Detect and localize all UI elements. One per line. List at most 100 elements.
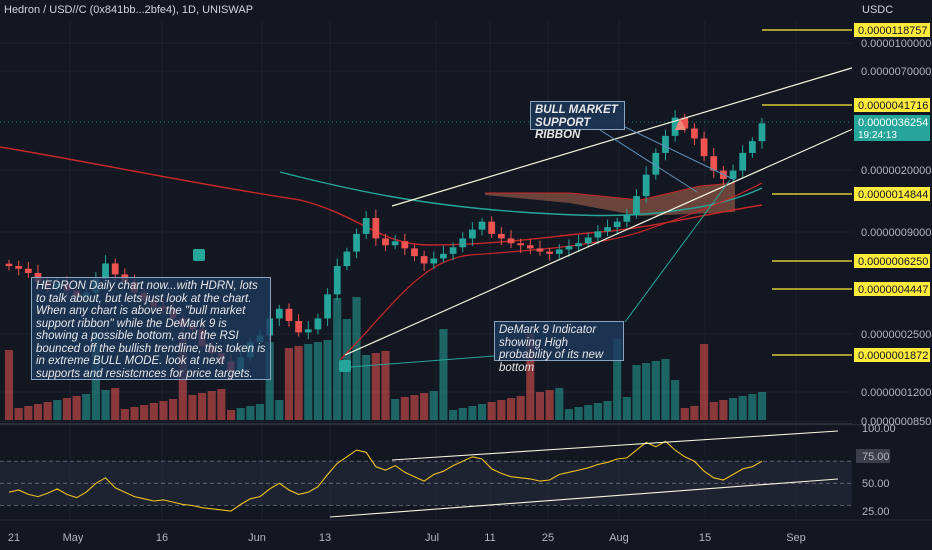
price-tick: 0.0000001200 <box>861 387 931 399</box>
volume-bar <box>535 392 545 420</box>
volume-bar <box>564 409 573 420</box>
price-label-box <box>854 254 930 268</box>
candle-body <box>671 117 679 136</box>
candle-body <box>5 263 13 267</box>
time-label: 25 <box>542 532 554 544</box>
arrow-ribbon-2 <box>624 126 736 181</box>
candle-body <box>758 123 766 142</box>
candle-body <box>555 249 563 254</box>
volume-bar <box>391 399 400 420</box>
volume-bar <box>101 390 110 420</box>
volume-bar <box>400 397 409 420</box>
volume-bar <box>738 396 747 420</box>
volume-bar <box>613 339 622 420</box>
volume-bar <box>24 406 33 420</box>
candle-body <box>372 218 380 239</box>
arrow-ribbon-1 <box>599 129 698 193</box>
candle-body <box>584 237 592 244</box>
volume-bar <box>420 393 429 420</box>
candle-body <box>652 152 660 175</box>
rsi-pane <box>0 423 932 518</box>
volume-bar <box>526 334 535 420</box>
candle-body <box>24 268 32 273</box>
price-axis[interactable]: 0.0000100000 0.0000070000 0.0000020000 0.00… <box>852 20 932 518</box>
annotation-main[interactable]: HEDRON Daily chart now...with HDRN, lots… <box>31 277 271 380</box>
support-resistance-lines[interactable] <box>762 29 852 356</box>
bull-market-support-ribbon <box>485 182 736 216</box>
rsi-line <box>8 440 763 512</box>
volume-bar <box>149 403 158 420</box>
candle-body <box>748 141 756 153</box>
volume-bar <box>632 365 641 420</box>
price-label: 0.0000001872 <box>858 350 928 362</box>
price-label: 0.0000006250 <box>858 256 928 268</box>
trendlines[interactable] <box>344 66 856 356</box>
price-tick: 0.0000070000 <box>861 66 931 78</box>
candle-body <box>662 135 669 153</box>
candle-body <box>565 246 573 250</box>
candle-body <box>488 221 496 234</box>
price-label-box <box>854 23 930 37</box>
time-axis[interactable]: 21 May 16 Jun 13 Jul 11 25 Aug 15 Sep <box>0 519 932 544</box>
volume-bar <box>757 392 767 420</box>
candle-body <box>304 329 312 333</box>
volume-bar <box>555 388 564 420</box>
candle-body <box>700 138 708 157</box>
time-label: 21 <box>8 532 20 544</box>
trendline-upper <box>391 66 856 207</box>
current-price-label: 0.0000036254 <box>858 117 928 129</box>
volume-bar <box>226 410 236 420</box>
volume-bar <box>255 404 265 420</box>
demark-bottom-marker <box>339 360 351 372</box>
rsi-trendline-upper <box>391 430 839 461</box>
price-tick: 0.0000100000 <box>861 38 931 50</box>
volume-bar <box>458 408 467 420</box>
volume-bar <box>728 398 738 420</box>
price-label: 0.0000118757 <box>858 25 928 37</box>
volume-bar <box>14 408 23 420</box>
time-label: Sep <box>786 532 806 544</box>
volume-bar <box>671 380 680 420</box>
candle-body <box>613 221 621 228</box>
demark-marker-2 <box>193 249 205 261</box>
current-price-box <box>854 115 930 129</box>
arrow-demark-1 <box>624 179 731 323</box>
volume-bar <box>294 346 303 420</box>
volume-bar <box>700 344 709 420</box>
candle-body <box>633 196 640 215</box>
time-label: Aug <box>609 532 629 544</box>
volume-bar <box>468 406 477 420</box>
candle-body <box>469 229 476 239</box>
candle-body <box>604 227 611 232</box>
volume-bar <box>313 342 322 420</box>
volume-bar <box>584 405 593 420</box>
volume-bar <box>33 404 43 420</box>
moving-averages <box>0 146 763 361</box>
trendline-lower <box>344 127 856 356</box>
ribbon-top <box>485 182 736 201</box>
candle-body <box>642 174 650 197</box>
candle-body <box>401 241 409 249</box>
demark-top-marker <box>675 118 686 130</box>
volume-bar <box>140 405 149 420</box>
price-tick: 0.0000009000 <box>861 227 931 239</box>
candle-body <box>739 152 747 171</box>
volume-bar <box>748 394 757 420</box>
annotation-demark[interactable]: DeMark 9 Indicator showing High probabil… <box>494 321 624 374</box>
candle-body <box>15 266 23 269</box>
volume-bar <box>62 398 71 420</box>
volume-bar <box>333 298 342 420</box>
candle-body <box>729 170 737 179</box>
candle-body <box>391 241 399 246</box>
candle-body <box>440 253 447 259</box>
candle-body <box>546 251 553 254</box>
candle-body <box>691 128 698 139</box>
volume-bar <box>246 406 255 420</box>
volume-bar <box>719 400 728 420</box>
time-label: 16 <box>156 532 168 544</box>
candle-body <box>324 294 331 319</box>
annotation-ribbon[interactable]: BULL MARKET SUPPORT RIBBON <box>530 101 625 141</box>
volume-bar <box>477 404 487 420</box>
volume-bar <box>188 395 197 420</box>
